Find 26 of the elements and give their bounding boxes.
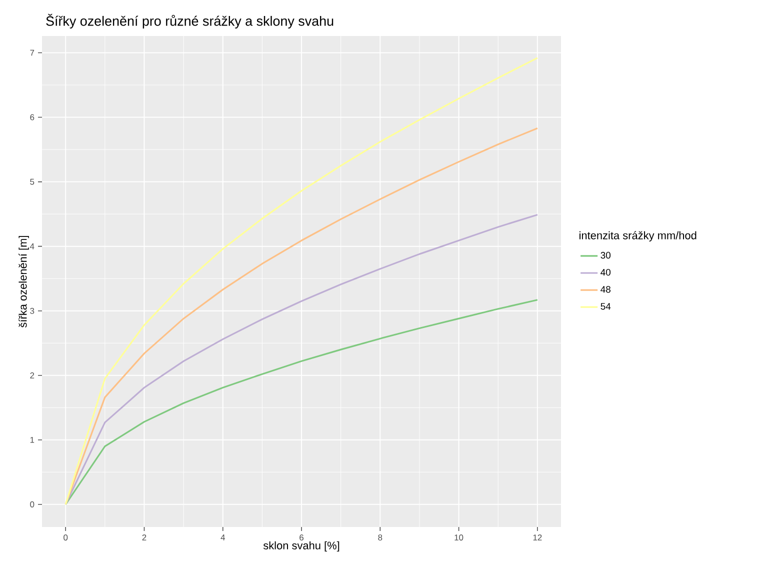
x-tick-label: 4 bbox=[220, 534, 225, 540]
line-series bbox=[64, 299, 538, 506]
y-tick-label: 3 bbox=[30, 308, 34, 314]
x-tick-label: 2 bbox=[142, 534, 146, 540]
y-tick-label: 5 bbox=[30, 178, 34, 185]
chart-title: Šířky ozelenění pro různé srážky a sklony svahu bbox=[46, 14, 334, 28]
y-axis-title: šířka ozelenění [m] bbox=[18, 236, 29, 328]
x-axis-title: sklon svahu [%] bbox=[263, 541, 340, 552]
y-tick-label: 7 bbox=[30, 50, 34, 56]
x-tick-label: 8 bbox=[378, 534, 382, 540]
y-tick-label: 2 bbox=[30, 372, 34, 378]
x-tick-label: 10 bbox=[454, 534, 464, 540]
y-tick-label: 1 bbox=[30, 436, 34, 443]
y-tick-label: 0 bbox=[30, 501, 34, 508]
x-tick-label: 0 bbox=[64, 534, 68, 540]
y-tick-label: 6 bbox=[30, 114, 34, 120]
legend-label: 48 bbox=[600, 286, 610, 293]
legend-title: intenzita srážky mm/hod bbox=[580, 231, 696, 242]
y-tick-label: 4 bbox=[30, 243, 34, 250]
legend-label: 54 bbox=[600, 303, 611, 310]
x-tick-label: 12 bbox=[533, 534, 542, 540]
legend-label: 30 bbox=[600, 252, 611, 259]
line-series bbox=[64, 57, 538, 506]
line-series bbox=[64, 214, 538, 506]
legend-label: 40 bbox=[600, 268, 611, 276]
x-tick-label: 6 bbox=[300, 534, 304, 540]
